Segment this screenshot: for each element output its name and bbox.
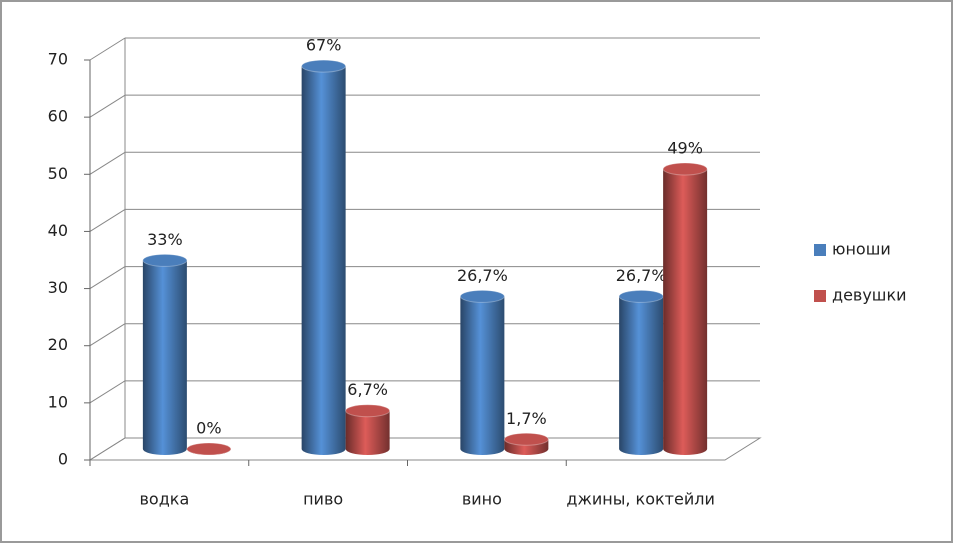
value-label: 67%	[306, 36, 342, 55]
y-tick-label: 50	[48, 164, 68, 183]
y-tick-label: 70	[48, 50, 68, 69]
value-label: 1,7%	[506, 409, 547, 428]
bar	[662, 162, 708, 455]
value-label: 26,7%	[616, 266, 667, 285]
bar	[618, 289, 664, 455]
grid-line	[89, 323, 126, 347]
bar	[186, 442, 232, 456]
x-tick-label: водка	[140, 490, 190, 509]
value-label: 6,7%	[347, 380, 388, 399]
x-tick-label: джины, коктейли	[566, 490, 714, 509]
grid-line	[89, 209, 126, 232]
bar	[345, 404, 391, 455]
bar	[459, 289, 505, 455]
bar	[503, 432, 549, 455]
value-label: 49%	[667, 139, 703, 158]
legend-swatch	[814, 244, 826, 256]
legend-label: юноши	[832, 240, 891, 259]
y-tick-label: 20	[48, 335, 68, 354]
grid-line	[89, 37, 126, 61]
y-tick-label: 10	[48, 392, 68, 411]
value-label: 0%	[196, 419, 221, 438]
grid-line	[89, 94, 126, 118]
bar	[301, 59, 347, 456]
y-tick-label: 60	[48, 107, 68, 126]
value-label: 33%	[147, 230, 183, 249]
y-tick-label: 0	[58, 450, 68, 469]
legend-label: девушки	[832, 286, 907, 305]
grid-line	[89, 437, 126, 461]
y-tick-label: 30	[48, 278, 68, 297]
x-tick-label: вино	[462, 490, 502, 509]
grid-line	[89, 380, 126, 404]
legend-swatch	[814, 290, 826, 302]
grid-line	[89, 151, 126, 175]
x-tick-label: пиво	[303, 490, 343, 509]
value-label: 26,7%	[457, 266, 508, 285]
grid-line	[89, 266, 126, 289]
bar	[142, 253, 188, 455]
y-tick-label: 40	[48, 221, 68, 240]
